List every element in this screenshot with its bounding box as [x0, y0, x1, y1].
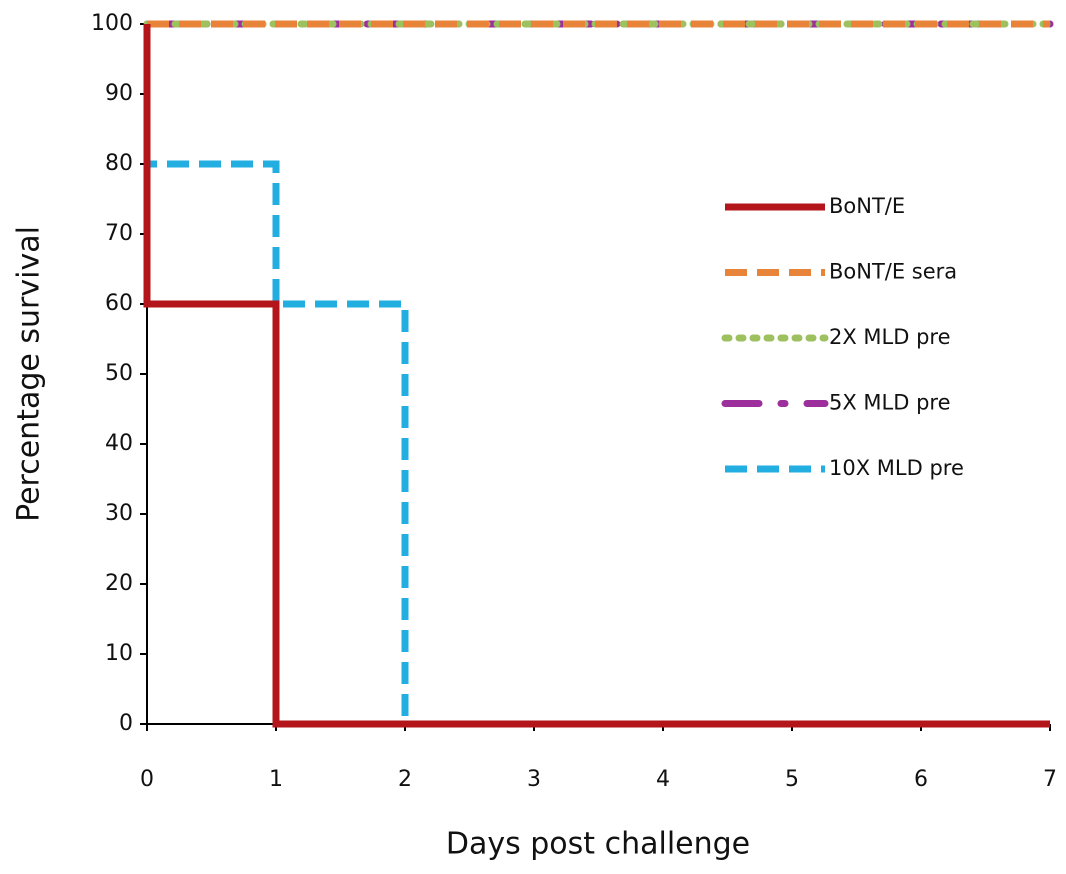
x-tick-label: 7 [1043, 767, 1057, 792]
x-tick-label: 6 [914, 767, 928, 792]
series-line [143, 24, 1050, 728]
x-tick-label: 3 [527, 767, 541, 792]
y-tick-label: 90 [105, 81, 133, 106]
x-tick-label: 5 [785, 767, 799, 792]
y-tick-label: 0 [119, 711, 133, 736]
x-tick-label: 4 [656, 767, 670, 792]
x-tick-label: 1 [269, 767, 283, 792]
x-tick-label: 0 [140, 767, 154, 792]
legend-label: 5X MLD pre [829, 391, 951, 415]
y-tick-label: 50 [105, 361, 133, 386]
y-tick-label: 40 [105, 431, 133, 456]
legend-label: 2X MLD pre [829, 325, 951, 349]
y-tick-label: 30 [105, 501, 133, 526]
x-tick-label: 2 [398, 767, 412, 792]
legend-label: BoNT/E [829, 194, 905, 218]
legend-label: 10X MLD pre [829, 456, 964, 480]
legend-label: BoNT/E sera [829, 260, 957, 284]
y-tick-label: 20 [105, 571, 133, 596]
series-line [143, 24, 1050, 728]
y-axis-label: Percentage survival [12, 226, 47, 522]
y-tick-label: 80 [105, 151, 133, 176]
x-axis-label: Days post challenge [446, 827, 750, 862]
y-tick-label: 60 [105, 291, 133, 316]
y-tick-label: 70 [105, 221, 133, 246]
y-tick-label: 100 [91, 11, 133, 36]
y-tick-label: 10 [105, 641, 133, 666]
